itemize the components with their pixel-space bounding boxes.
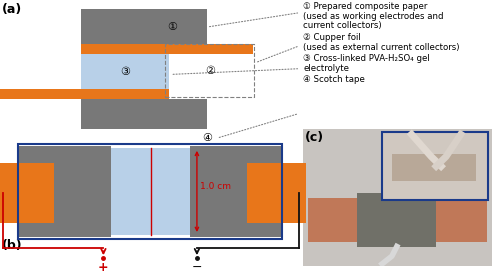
Text: electrolyte: electrolyte (304, 64, 350, 73)
Text: −: − (192, 261, 202, 274)
Bar (18, 144, 281, 239)
Text: (used as working electrodes and: (used as working electrodes and (304, 12, 444, 21)
Bar (166, 45, 254, 97)
Text: 1.0 cm: 1.0 cm (200, 182, 231, 191)
Bar (358, 193, 436, 246)
Text: ③: ③ (120, 67, 130, 76)
Text: ② Cupper foil: ② Cupper foil (304, 33, 361, 42)
Text: (a): (a) (2, 3, 22, 16)
Bar (308, 198, 488, 242)
Bar (80, 52, 170, 89)
Bar (0, 89, 170, 99)
Text: current collectors): current collectors) (304, 21, 382, 30)
Text: ②: ② (204, 65, 214, 76)
Text: ④ Scotch tape: ④ Scotch tape (304, 75, 365, 84)
Bar (80, 99, 207, 129)
Text: ①: ① (168, 22, 177, 32)
Bar (80, 45, 253, 54)
Text: (used as external current collectors): (used as external current collectors) (304, 43, 460, 51)
Bar (382, 133, 488, 200)
Text: ① Prepared composite paper: ① Prepared composite paper (304, 2, 428, 11)
Bar (392, 154, 475, 181)
Bar (190, 146, 282, 237)
Bar (18, 146, 112, 237)
Text: (b): (b) (2, 239, 22, 252)
Text: 1.0 cm: 1.0 cm (135, 221, 166, 229)
Bar (0, 163, 54, 223)
Bar (247, 163, 306, 223)
Text: (c): (c) (305, 131, 324, 144)
Bar (112, 148, 190, 235)
Text: ④: ④ (202, 133, 212, 143)
Text: ③ Cross-linked PVA-H₂SO₄ gel: ③ Cross-linked PVA-H₂SO₄ gel (304, 54, 430, 63)
Bar (304, 129, 492, 266)
Text: +: + (98, 261, 108, 274)
Bar (80, 9, 207, 45)
